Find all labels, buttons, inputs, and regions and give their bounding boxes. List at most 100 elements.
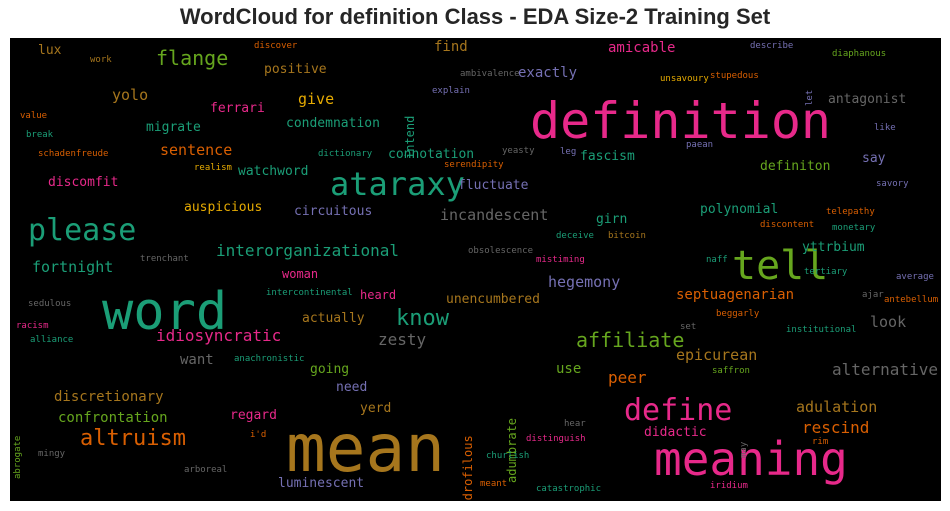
cloud-word-septuagenarian: septuagenarian <box>676 287 795 303</box>
cloud-word-meaning: meaning <box>654 432 848 486</box>
cloud-word-yolo: yolo <box>112 86 149 104</box>
cloud-word-tertiary: tertiary <box>804 267 848 277</box>
cloud-word-monetary: monetary <box>832 223 876 233</box>
cloud-word-intercontinental: intercontinental <box>266 288 353 298</box>
cloud-word-antebellum: antebellum <box>884 295 939 305</box>
cloud-word-naff: naff <box>706 255 728 265</box>
cloud-word-give: give <box>298 90 335 108</box>
cloud-word-know: know <box>396 306 449 331</box>
cloud-word-dictionary: dictionary <box>318 149 373 159</box>
cloud-word-exactly: exactly <box>518 65 578 81</box>
cloud-word-set: set <box>680 322 697 332</box>
cloud-word-lux: lux <box>38 43 62 58</box>
cloud-word-hegemony: hegemony <box>548 273 621 291</box>
cloud-word-auspicious: auspicious <box>184 200 263 215</box>
cloud-word-use: use <box>556 361 582 377</box>
cloud-word-saffron: saffron <box>712 366 750 376</box>
cloud-word-realism: realism <box>194 163 232 173</box>
cloud-word-meant: meant <box>480 479 508 489</box>
cloud-word-ajar: ajar <box>862 290 884 300</box>
cloud-word-yttrbium: yttrbium <box>802 240 865 255</box>
cloud-word-explain: explain <box>432 86 470 96</box>
cloud-word-paean: paean <box>686 140 714 150</box>
cloud-word-dendrofilous: dendrofilous <box>461 435 475 501</box>
cloud-word-zesty: zesty <box>378 330 427 349</box>
cloud-word-hear: hear <box>564 419 586 429</box>
cloud-word-rescind: rescind <box>802 418 870 437</box>
cloud-word-anachronistic: anachronistic <box>234 354 305 364</box>
cloud-word-discover: discover <box>254 41 298 51</box>
cloud-word-sentence: sentence <box>160 141 233 159</box>
cloud-word-ferrari: ferrari <box>210 101 265 116</box>
cloud-word-epicurean: epicurean <box>676 346 758 364</box>
cloud-word-schadenfreude: schadenfreude <box>38 149 109 159</box>
cloud-word-word: word <box>102 282 228 342</box>
cloud-word-break: break <box>26 130 54 140</box>
cloud-word-definition: definition <box>530 92 832 150</box>
cloud-word-heard: heard <box>360 288 397 302</box>
cloud-word-definiton: definiton <box>760 159 831 174</box>
cloud-word-sedulous: sedulous <box>28 299 72 309</box>
cloud-word-serendipity: serendipity <box>444 160 504 170</box>
cloud-word-leg: leg <box>560 147 577 157</box>
chart-title: WordCloud for definition Class - EDA Siz… <box>179 4 771 29</box>
cloud-word-woman: woman <box>282 267 319 281</box>
cloud-word-yeasty: yeasty <box>502 146 535 156</box>
cloud-word-alternative: alternative <box>832 360 938 379</box>
cloud-word-unencumbered: unencumbered <box>446 292 540 307</box>
cloud-word-unsavoury: unsavoury <box>660 74 709 84</box>
cloud-word-need: need <box>336 380 368 395</box>
cloud-word-diaphanous: diaphanous <box>832 49 887 59</box>
cloud-word-condemnation: condemnation <box>286 116 380 131</box>
cloud-word-say: say <box>862 151 886 166</box>
cloud-word-fortnight: fortnight <box>32 258 114 276</box>
cloud-word-ataraxy: ataraxy <box>330 165 465 203</box>
cloud-word-mistiming: mistiming <box>536 255 585 265</box>
cloud-word-connotation: connotation <box>388 147 475 162</box>
cloud-word-discomfit: discomfit <box>48 175 119 190</box>
cloud-word-fluctuate: fluctuate <box>458 178 529 193</box>
cloud-word-rim: rim <box>812 437 829 447</box>
word-cloud-canvas: definition mean word meaning tell ataraxy plea… <box>10 38 941 501</box>
cloud-word-obsolescence: obsolescence <box>468 246 534 256</box>
cloud-word-going: going <box>310 362 350 377</box>
cloud-word-yerd: yerd <box>360 401 392 416</box>
cloud-word-peer: peer <box>608 368 647 387</box>
cloud-word-polynomial: polynomial <box>700 202 779 217</box>
cloud-word-abrogate: abrogate <box>13 435 23 480</box>
cloud-word-stupedous: stupedous <box>710 71 759 81</box>
cloud-word-idiosyncratic: idiosyncratic <box>156 326 282 345</box>
cloud-word-discretionary: discretionary <box>54 389 164 405</box>
cloud-word-confrontation: confrontation <box>58 410 168 426</box>
cloud-word-work: work <box>90 55 112 65</box>
cloud-word-arboreal: arboreal <box>184 465 228 475</box>
cloud-word-positive: positive <box>264 62 327 77</box>
cloud-word-racism: racism <box>16 321 49 331</box>
cloud-word-trenchant: trenchant <box>140 254 189 264</box>
cloud-word-average: average <box>896 272 934 282</box>
cloud-word-catastrophic: catastrophic <box>536 484 602 494</box>
cloud-word-mingy: mingy <box>38 449 66 459</box>
cloud-word-iridium: iridium <box>710 481 748 491</box>
cloud-word-look: look <box>870 313 907 331</box>
cloud-word-affiliate: affiliate <box>576 328 685 352</box>
cloud-word-intend: intend <box>403 115 417 160</box>
cloud-word-let: let <box>805 89 815 107</box>
cloud-word-describe: describe <box>750 41 794 51</box>
cloud-word-girn: girn <box>596 212 628 227</box>
cloud-word-i-d: i'd <box>250 430 267 440</box>
cloud-word-migrate: migrate <box>146 120 201 135</box>
cloud-word-luminescent: luminescent <box>278 476 365 491</box>
cloud-word-deceive: deceive <box>556 231 594 241</box>
cloud-word-savory: savory <box>876 179 909 189</box>
cloud-word-churlish: churlish <box>486 451 530 461</box>
cloud-word-regard: regard <box>230 408 277 423</box>
cloud-word-bitcoin: bitcoin <box>608 231 646 241</box>
cloud-word-mean: mean <box>286 410 445 487</box>
cloud-word-discontent: discontent <box>760 220 815 230</box>
cloud-word-like: like <box>874 123 896 133</box>
cloud-word-circuitous: circuitous <box>294 204 373 219</box>
cloud-word-altruism: altruism <box>80 426 186 451</box>
cloud-word-fascism: fascism <box>580 149 635 164</box>
cloud-word-actually: actually <box>302 311 365 326</box>
